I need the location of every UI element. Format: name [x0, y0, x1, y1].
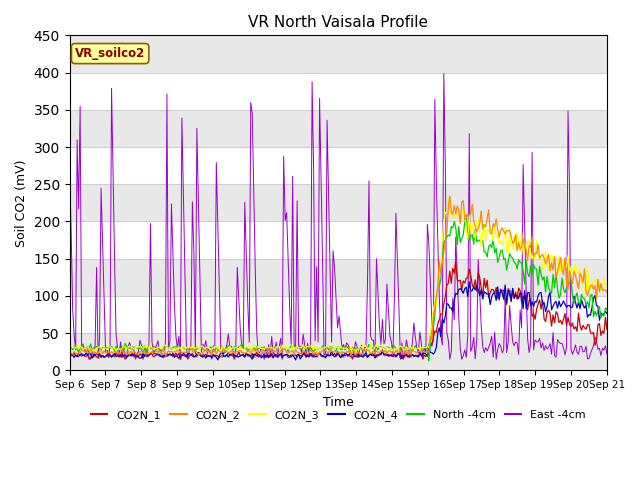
East -4cm — [245, 339, 253, 345]
East -4cm — [227, 343, 235, 349]
CO2N_1 — [245, 351, 253, 357]
CO2N_4 — [253, 353, 260, 359]
CO2N_3 — [226, 344, 234, 349]
CO2N_4 — [603, 311, 611, 316]
Line: East -4cm: East -4cm — [70, 74, 607, 359]
Line: North -4cm: North -4cm — [70, 215, 607, 361]
CO2N_2 — [603, 289, 611, 295]
CO2N_2 — [446, 193, 454, 199]
North -4cm — [253, 344, 260, 349]
East -4cm — [302, 354, 310, 360]
CO2N_3 — [603, 283, 611, 289]
CO2N_1 — [254, 354, 262, 360]
North -4cm — [463, 212, 470, 218]
CO2N_4 — [292, 357, 300, 363]
Legend: CO2N_1, CO2N_2, CO2N_3, CO2N_4, North -4cm, East -4cm: CO2N_1, CO2N_2, CO2N_3, CO2N_4, North -4… — [86, 406, 590, 425]
CO2N_4 — [132, 352, 140, 358]
Line: CO2N_2: CO2N_2 — [70, 196, 607, 356]
CO2N_4 — [244, 353, 252, 359]
North -4cm — [576, 300, 584, 306]
CO2N_3 — [132, 344, 140, 350]
CO2N_1 — [576, 322, 584, 328]
North -4cm — [132, 344, 140, 350]
Bar — [70, 259, 607, 296]
CO2N_4 — [66, 352, 74, 358]
CO2N_4 — [465, 279, 473, 285]
CO2N_1 — [603, 327, 611, 333]
CO2N_1 — [452, 259, 460, 264]
Line: CO2N_1: CO2N_1 — [70, 262, 607, 360]
CO2N_1 — [302, 354, 310, 360]
CO2N_2 — [132, 350, 140, 356]
Y-axis label: Soil CO2 (mV): Soil CO2 (mV) — [15, 159, 28, 247]
North -4cm — [425, 358, 433, 364]
East -4cm — [603, 351, 611, 357]
East -4cm — [254, 353, 262, 359]
East -4cm — [576, 343, 584, 349]
East -4cm — [85, 356, 93, 362]
CO2N_4 — [576, 306, 584, 312]
CO2N_3 — [244, 344, 252, 350]
Bar — [70, 36, 607, 72]
CO2N_4 — [226, 352, 234, 358]
North -4cm — [66, 348, 74, 354]
Bar — [70, 110, 607, 147]
CO2N_1 — [132, 355, 140, 360]
East -4cm — [440, 71, 447, 77]
CO2N_3 — [302, 345, 310, 351]
CO2N_1 — [66, 352, 74, 358]
CO2N_4 — [302, 353, 310, 359]
CO2N_3 — [253, 345, 260, 350]
North -4cm — [226, 343, 234, 349]
CO2N_1 — [227, 352, 235, 358]
Title: VR North Vaisala Profile: VR North Vaisala Profile — [248, 15, 428, 30]
Text: VR_soilco2: VR_soilco2 — [75, 47, 145, 60]
North -4cm — [603, 307, 611, 312]
CO2N_2 — [576, 271, 584, 276]
CO2N_3 — [576, 267, 584, 273]
CO2N_2 — [314, 353, 322, 359]
North -4cm — [244, 348, 252, 354]
CO2N_2 — [253, 346, 260, 352]
CO2N_2 — [244, 348, 252, 354]
North -4cm — [301, 343, 308, 349]
East -4cm — [66, 168, 74, 174]
Bar — [70, 184, 607, 221]
East -4cm — [133, 350, 141, 356]
CO2N_2 — [66, 349, 74, 355]
CO2N_1 — [177, 357, 184, 362]
CO2N_3 — [277, 349, 285, 355]
Bar — [70, 333, 607, 371]
Line: CO2N_3: CO2N_3 — [70, 200, 607, 352]
CO2N_3 — [444, 197, 452, 203]
Line: CO2N_4: CO2N_4 — [70, 282, 607, 360]
X-axis label: Time: Time — [323, 396, 354, 408]
CO2N_2 — [226, 350, 234, 356]
CO2N_3 — [66, 344, 74, 350]
CO2N_2 — [301, 349, 308, 355]
